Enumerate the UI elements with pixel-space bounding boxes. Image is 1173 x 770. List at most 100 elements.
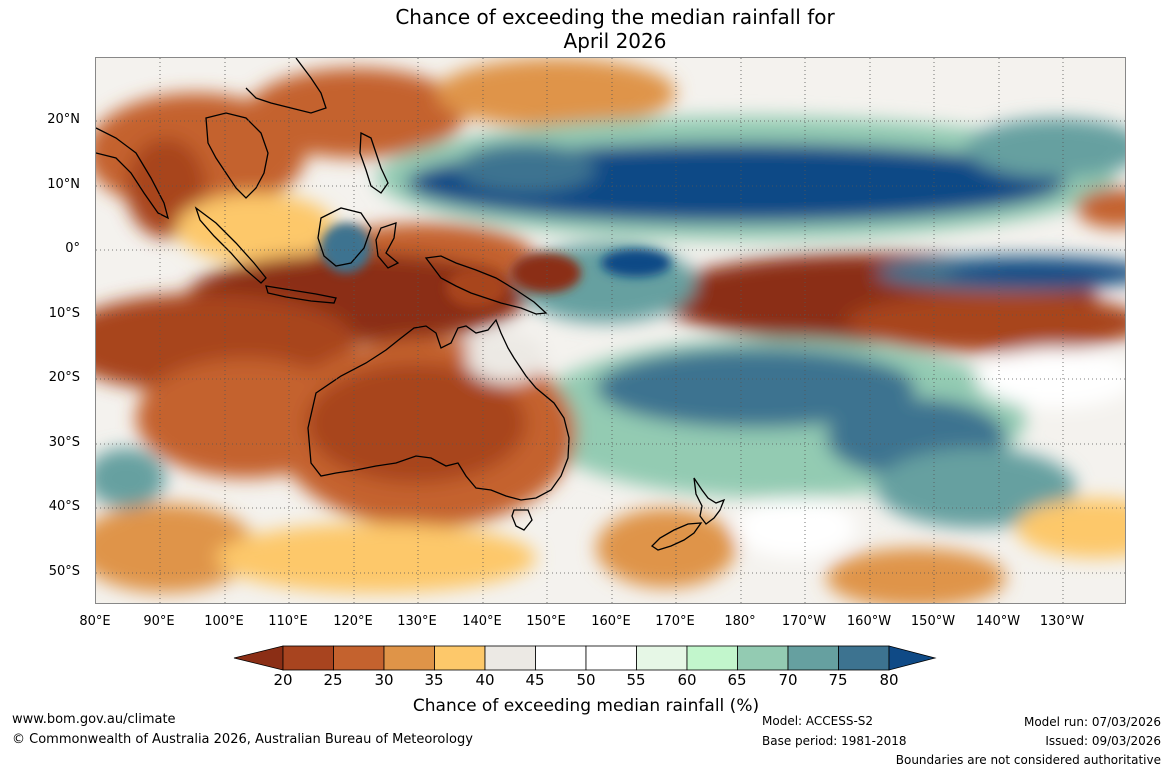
lon-tick-label: 150°E [526,614,566,629]
lon-tick-label: 80°E [79,614,111,629]
colorbar-tick-label: 80 [879,671,899,689]
colorbar-tick-label: 20 [273,671,293,689]
colorbar-tick-label: 25 [323,671,343,689]
region-far-west-wet [96,448,166,508]
region-far-southeast [1016,498,1125,558]
lat-tick-label: 10°N [47,177,80,192]
colorbar-tick-label: 55 [626,671,646,689]
colorbar-swatch [484,645,536,671]
colorbar-swatch [282,645,334,671]
colorbar-swatch [636,645,688,671]
region-east-dry-patch [1076,188,1125,228]
region-equatorial-east-wet-core [946,261,1125,285]
australia-outline [307,318,570,501]
rainfall-outlook-map [95,57,1126,604]
lon-tick-label: 130°W [1039,614,1085,629]
colorbar-tick-label: 35 [424,671,444,689]
colorbar-swatch [434,645,486,671]
java-outline [265,285,337,304]
map-canvas [96,58,1125,603]
colorbar-swatch [838,645,890,671]
region-philippine-sea-wet [456,143,596,193]
footer-copyright: © Commonwealth of Australia 2026, Austra… [12,732,473,747]
region-bay-fringe [176,193,336,263]
footer-url[interactable]: www.bom.gov.au/climate [12,712,176,727]
colorbar-swatch [787,645,839,671]
colorbar-tick-label: 65 [727,671,747,689]
region-australia-core [306,363,526,483]
sumatra-outline [194,206,267,284]
region-south-of-australia [216,523,536,593]
lat-tick-label: 20°N [47,112,80,127]
lon-tick-label: 180° [724,614,756,629]
sulawesi-outline [375,222,400,269]
colorbar-tick-label: 75 [828,671,848,689]
lon-tick-label: 140°E [462,614,502,629]
region-south-china-sea-dry [246,68,466,158]
tasmania-outline [511,509,533,531]
footer-issued: Issued: 09/03/2026 [1045,734,1161,748]
footer-model: Model: ACCESS-S2 [762,714,874,728]
coastlines [96,58,726,551]
colorbar-tick-label: 50 [576,671,596,689]
lon-tick-label: 140°W [975,614,1021,629]
colorbar-label: Chance of exceeding median rainfall (%) [412,696,760,716]
region-equatorial-pacific-dry-east [846,293,1125,353]
colorbar-tick-label: 45 [525,671,545,689]
lon-tick-label: 150°W [910,614,956,629]
colorbar-tick-label: 70 [778,671,798,689]
lon-tick-label: 170°W [781,614,827,629]
lon-tick-label: 170°E [655,614,695,629]
colorbar-swatch [333,645,385,671]
lon-tick-label: 90°E [143,614,175,629]
lat-tick-label: 10°S [48,306,80,321]
rainfall-probability-field [96,58,1125,603]
lat-tick-label: 30°S [48,435,80,450]
colorbar-tick-label: 60 [677,671,697,689]
india-outline [96,127,169,220]
indochina-outline [205,112,269,199]
chart-title-line-1: Chance of exceeding the median rainfall … [395,5,835,29]
colorbar-swatch [233,645,284,671]
rainfall-detail [321,223,671,308]
colorbar-swatch [888,645,937,671]
region-southern-ocean-dry [96,503,256,593]
footer-model-run: Model run: 07/03/2026 [1023,715,1161,729]
footer-disclaimer: Boundaries are not considered authoritat… [895,753,1161,767]
philippines-outline [359,131,389,194]
region-solomon-wet [601,249,671,277]
region-new-guinea-dry [511,253,581,293]
chart-title: Chance of exceeding the median rainfall … [0,5,1173,53]
new-zealand-north-outline [693,477,726,525]
colorbar-tick-label: 40 [475,671,495,689]
borneo-outline [317,207,372,267]
lon-tick-label: 160°E [591,614,631,629]
colorbar-tick-label: 30 [374,671,394,689]
region-neutral-east [976,348,1125,408]
region-south-pacific-wet-south [876,448,1076,528]
lat-tick-label: 20°S [48,370,80,385]
colorbar-swatch [535,645,587,671]
footer-base-period: Base period: 1981-2018 [762,734,907,748]
lon-tick-label: 110°E [268,614,308,629]
colorbar-swatch [686,645,738,671]
lon-tick-label: 160°W [846,614,892,629]
new-zealand-south-outline [650,522,703,551]
region-northeast-wet [966,118,1125,178]
lat-tick-label: 50°S [48,564,80,579]
colorbar-swatch [737,645,789,671]
region-detail-dry [446,268,506,308]
region-southeast-dry [826,548,1006,603]
lat-tick-label: 0° [65,241,80,256]
region-neutral-white [736,498,856,558]
lon-tick-label: 130°E [397,614,437,629]
region-south-pacific-wet-band [596,348,916,428]
lon-tick-label: 100°E [204,614,244,629]
china-coast-outline [245,58,327,114]
colorbar-swatch [383,645,435,671]
new-guinea-outline [424,255,548,315]
region-cape-york-neutral [466,333,546,383]
region-borneo-wet [321,223,371,273]
lat-tick-label: 40°S [48,499,80,514]
colorbar [233,645,937,671]
